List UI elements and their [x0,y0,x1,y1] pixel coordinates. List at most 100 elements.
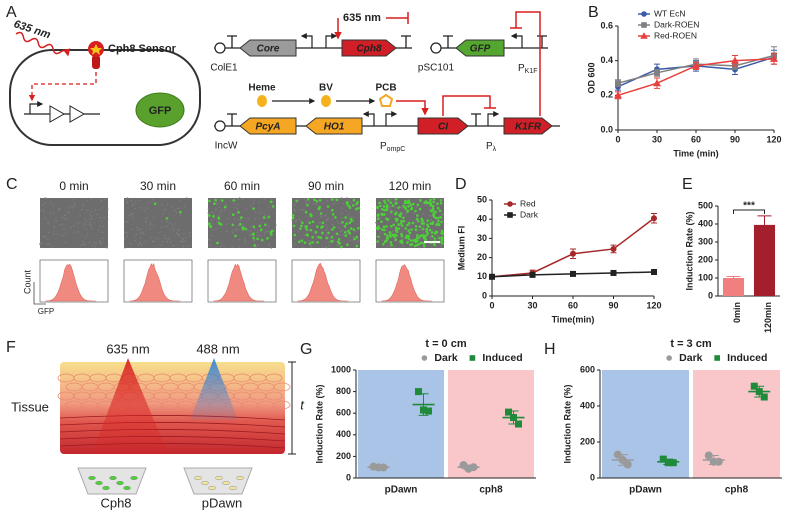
texture [309,201,311,204]
texture [214,228,217,230]
texture [268,206,270,208]
thickness-bracket [288,361,296,455]
texture [89,221,92,224]
texture [436,237,438,240]
texture [161,213,164,215]
texture [315,235,318,238]
time-label: 120 min [389,179,432,193]
gfp-cell [321,225,324,228]
texture [257,244,260,246]
texture [346,232,349,234]
texture [106,246,108,249]
gfp-cell [240,216,243,219]
texture [164,225,166,228]
texture [440,245,443,247]
texture [173,244,175,247]
texture [47,221,49,224]
bacterium [123,486,131,491]
marker [654,69,660,76]
texture [106,244,109,247]
texture [255,234,258,237]
texture [250,225,252,228]
gfp-cell [439,202,443,205]
gfp-cell [179,210,182,214]
marker [651,269,657,275]
legend-entry: Dark [520,209,539,219]
texture [386,198,388,201]
texture [161,204,163,206]
gfp-cell [319,236,323,240]
error-bar [726,276,741,280]
texture [325,219,327,222]
x-tick-label: cph8 [479,485,503,496]
x-tick-label: 30 [652,134,662,144]
gfp-cell [377,213,380,217]
texture [325,224,327,226]
gfp-cell [402,204,405,208]
x-tick-label: 0 [615,134,620,144]
gfp-cell [433,215,436,219]
texture [91,227,93,229]
texture [210,219,213,221]
gfp-cell [400,219,403,223]
gene [239,39,297,57]
y-tick-label: 300 [698,236,713,246]
gene [239,117,297,135]
texture [61,216,64,219]
texture [355,205,357,207]
texture [388,206,391,208]
gfp-cell [437,223,441,227]
bacterium [116,481,124,486]
label: 488 nm [196,341,239,356]
bacterium [208,486,216,491]
gfp-cell [303,241,307,244]
texture [130,243,132,245]
gfp-cell [392,223,396,227]
gfp-cell [394,226,398,230]
micrograph [124,198,192,248]
gfp-cell [297,240,301,244]
chamber [77,467,147,495]
gene-label: PcyA [255,122,280,133]
texture [61,223,64,226]
texture [327,241,330,244]
texture [52,203,54,206]
legend-marker [641,11,647,17]
y-tick-label: 40 [477,214,487,224]
texture [188,235,191,238]
gfp-cell [376,240,379,243]
gfp-cell [407,221,411,225]
gfp-cell [418,225,422,228]
gfp-cell [382,225,386,229]
gfp-cell [237,210,240,214]
texture [330,218,333,220]
gfp-cell [330,235,334,239]
error-bar [757,215,772,235]
texture [258,201,260,204]
texture [430,237,432,240]
gfp-cell [325,236,329,240]
annotation: *** [743,201,755,212]
texture [263,198,266,200]
y-tick-label: 10 [477,271,487,281]
legend-entry: WT EcN [654,8,685,18]
panel-label: E [682,176,693,193]
texture [379,232,382,234]
texture [163,234,166,237]
label: GFP [149,105,172,117]
texture [134,234,137,237]
chart-title: t = 3 cm [670,338,711,350]
texture [99,242,101,245]
gfp-cell [381,228,384,231]
gene-label: Core [257,44,280,55]
gfp-cell [407,229,410,232]
texture [48,231,50,234]
marker [425,407,432,415]
gfp-cell [383,208,386,212]
bacterium [95,481,103,486]
texture [135,226,138,229]
texture [249,233,251,235]
texture [237,224,240,227]
marker [653,79,661,87]
texture [101,242,103,245]
